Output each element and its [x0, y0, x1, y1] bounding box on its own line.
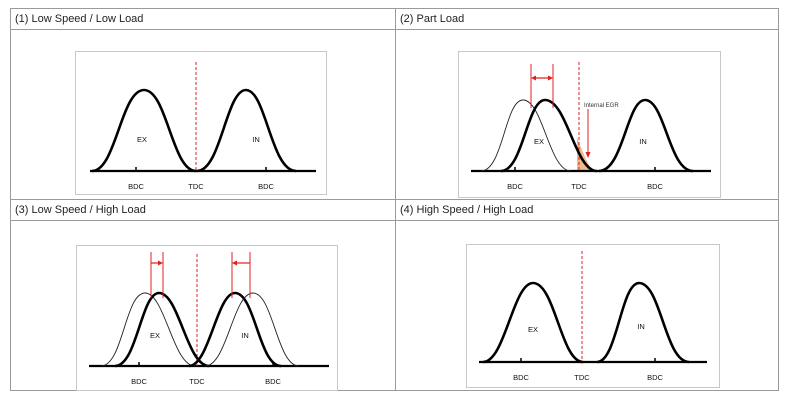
panel-title: (3) Low Speed / High Load: [11, 200, 395, 221]
bdc-left-label: BDC: [131, 377, 147, 386]
exhaust-curve-original: [480, 99, 572, 172]
intake-curve: [596, 281, 690, 364]
internal-egr-label: Internal EGR: [584, 103, 619, 109]
bdc-left-label: BDC: [513, 373, 529, 382]
intake-curve-advanced: [188, 291, 282, 368]
in-label: IN: [637, 322, 645, 331]
in-label: IN: [241, 331, 249, 340]
panel-low-speed-high-load: (3) Low Speed / High Load EX: [11, 200, 396, 391]
shift-arrowhead-in: [232, 260, 237, 266]
tdc-label: TDC: [189, 377, 205, 386]
panel-part-load: (2) Part Load Internal EGR EX: [396, 9, 778, 200]
shift-arrowhead-ex: [158, 260, 163, 266]
shift-arrowhead-left: [531, 75, 536, 81]
in-label: IN: [639, 137, 647, 146]
intake-curve: [196, 88, 297, 173]
ex-label: EX: [534, 137, 544, 146]
exhaust-curve-retarded: [500, 98, 598, 173]
bdc-right-label: BDC: [647, 182, 663, 191]
intake-curve-original: [204, 292, 300, 367]
tdc-label: TDC: [188, 182, 204, 191]
exhaust-curve-original: [100, 292, 196, 367]
internal-egr-area: [577, 138, 597, 171]
exhaust-curve: [91, 88, 197, 173]
panel-high-speed-high-load: (4) High Speed / High Load EX IN BDC TDC…: [396, 200, 778, 390]
panel-title: (4) High Speed / High Load: [396, 200, 778, 221]
bdc-right-label: BDC: [258, 182, 274, 191]
bdc-left-label: BDC: [128, 182, 144, 191]
tdc-label: TDC: [574, 373, 590, 382]
ex-label: EX: [150, 331, 160, 340]
valve-lift-diagram: EX IN BDC TDC BDC: [466, 244, 720, 388]
exhaust-curve: [482, 281, 584, 364]
bdc-left-label: BDC: [507, 182, 523, 191]
egr-pointer-head: [585, 152, 591, 158]
intake-curve: [598, 98, 694, 173]
in-label: IN: [252, 135, 260, 144]
panel-title: (1) Low Speed / Low Load: [11, 9, 395, 30]
valve-lift-diagram: EX IN BDC TDC BDC: [76, 245, 338, 391]
valve-timing-table: (1) Low Speed / Low Load EX IN BDC TDC B…: [10, 8, 779, 391]
valve-lift-diagram: EX IN BDC TDC BDC: [75, 51, 327, 195]
valve-lift-diagram: Internal EGR EX IN BDC TDC BDC: [458, 51, 721, 198]
bdc-right-label: BDC: [265, 377, 281, 386]
tdc-label: TDC: [571, 182, 587, 191]
exhaust-curve-retarded: [114, 291, 210, 368]
bdc-right-label: BDC: [647, 373, 663, 382]
panel-low-speed-low-load: (1) Low Speed / Low Load EX IN BDC TDC B…: [11, 9, 396, 200]
ex-label: EX: [137, 135, 147, 144]
ex-label: EX: [528, 325, 538, 334]
shift-arrowhead-right: [548, 75, 553, 81]
panel-title: (2) Part Load: [396, 9, 778, 30]
